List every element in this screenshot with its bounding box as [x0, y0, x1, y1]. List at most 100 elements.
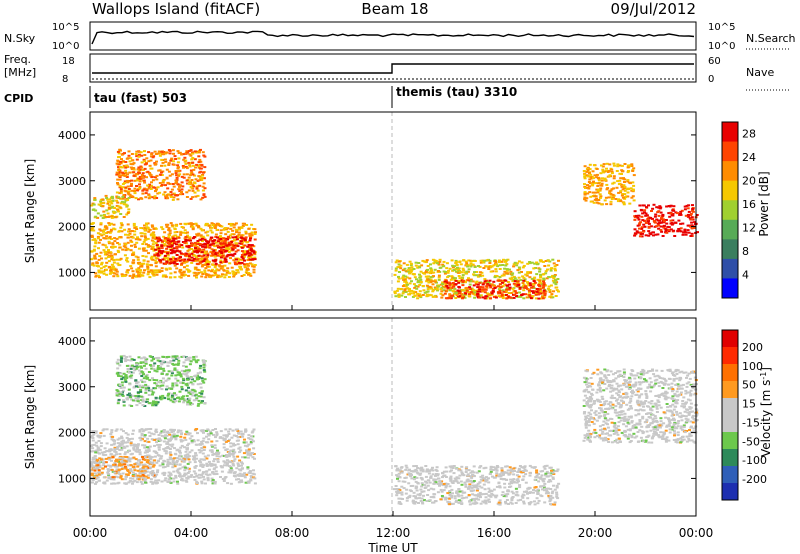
heatmap-cell-0	[170, 445, 174, 448]
heatmap-cell-4	[456, 291, 460, 294]
heatmap-cell-0	[216, 460, 220, 463]
heatmap-cell-7	[657, 210, 661, 213]
heatmap-cell-6	[591, 191, 595, 194]
heatmap-cell-1	[202, 248, 206, 251]
heatmap-cell-2	[194, 166, 198, 169]
heatmap-cell-0	[152, 481, 155, 484]
heatmap-cell-3	[101, 217, 105, 219]
heatmap-cell-1	[178, 259, 182, 262]
heatmap-cell-7	[654, 233, 658, 236]
heatmap-cell-7	[657, 224, 661, 227]
heatmap-cell-0	[102, 230, 105, 233]
heatmap-cell-0	[138, 462, 142, 465]
heatmap-cell-0	[194, 454, 197, 457]
heatmap-cell-1	[91, 478, 95, 481]
heatmap-cell-0	[128, 480, 132, 483]
heatmap-cell-2	[173, 356, 177, 359]
heatmap-cell-1	[240, 256, 244, 258]
heatmap-cell-1	[169, 249, 173, 251]
heatmap-cell-0	[246, 456, 250, 459]
heatmap-cell-0	[212, 472, 216, 475]
heatmap-cell-7	[644, 212, 648, 215]
heatmap-cell-0	[176, 468, 180, 471]
heatmap-cell-4	[544, 290, 548, 293]
heatmap-cell-6	[592, 201, 596, 204]
heatmap-cell-1	[190, 256, 194, 259]
heatmap-cell-0	[104, 252, 108, 255]
heatmap-cell-1	[95, 474, 99, 477]
heatmap-cell-4	[552, 277, 556, 280]
heatmap-cell-2	[137, 369, 141, 372]
heatmap-cell-2	[180, 388, 184, 391]
heatmap-cell-0	[171, 434, 174, 437]
heatmap-cell-2	[200, 390, 204, 393]
heatmap-cell-1	[223, 241, 227, 244]
heatmap-cell-4	[477, 265, 480, 267]
heatmap-cell-0	[224, 440, 228, 443]
heatmap-cell-0	[204, 276, 208, 279]
heatmap-cell-6	[617, 183, 621, 186]
heatmap-cell-4	[554, 279, 557, 281]
heatmap-cell-0	[236, 430, 240, 432]
heatmap-cell-0	[205, 429, 209, 432]
heatmap-cell-0	[154, 450, 157, 453]
heatmap-cell-0	[157, 446, 161, 449]
heatmap-cell-7	[679, 210, 683, 213]
heatmap-cell-2	[159, 395, 162, 398]
heatmap-cell-4	[552, 262, 556, 265]
heatmap-cell-7	[640, 215, 644, 218]
heatmap-cell-0	[228, 428, 232, 431]
heatmap-cell-2	[189, 381, 193, 384]
heatmap-cell-0	[182, 460, 186, 463]
heatmap-cell-7	[660, 230, 664, 233]
heatmap-cell-2	[137, 198, 140, 201]
heatmap-cell-0	[185, 264, 189, 267]
heatmap-cell-0	[162, 440, 166, 443]
heatmap-cell-0	[152, 234, 156, 237]
heatmap-cell-4	[521, 266, 525, 269]
heatmap-cell-0	[161, 228, 165, 231]
heatmap-cell-5	[536, 293, 540, 296]
heatmap-cell-0	[110, 266, 114, 269]
heatmap-cell-7	[671, 219, 675, 222]
heatmap-cell-2	[175, 369, 179, 372]
heatmap-cell-0	[156, 257, 160, 260]
heatmap-cell-0	[162, 235, 166, 238]
heatmap-cell-5	[479, 290, 483, 293]
heatmap-cell-0	[115, 448, 119, 450]
heatmap-cell-0	[180, 263, 183, 266]
heatmap-cell-1	[219, 256, 223, 259]
heatmap-cell-2	[125, 179, 129, 182]
heatmap-cell-1	[222, 246, 226, 248]
heatmap-cell-2	[151, 156, 155, 159]
heatmap-cell-0	[237, 226, 241, 229]
heatmap-cell-1	[129, 457, 133, 460]
heatmap-cell-6	[594, 182, 598, 185]
heatmap-cell-0	[117, 470, 121, 473]
nave-tick-bottom: 0	[708, 74, 714, 85]
heatmap-cell-0	[166, 438, 170, 441]
heatmap-cell-0	[210, 248, 214, 251]
heatmap-cell-0	[188, 236, 192, 239]
heatmap-cell-0	[253, 228, 257, 231]
heatmap-cell-4	[505, 269, 509, 272]
heatmap-cell-0	[131, 477, 135, 480]
heatmap-cell-4	[432, 275, 435, 278]
heatmap-cell-4	[439, 266, 443, 269]
heatmap-cell-0	[170, 431, 174, 434]
heatmap-cell-0	[232, 434, 236, 437]
heatmap-cell-2	[121, 186, 125, 189]
heatmap-cell-4	[504, 291, 508, 294]
heatmap-cell-0	[120, 223, 124, 226]
heatmap-cell-1	[236, 245, 240, 248]
heatmap-cell-0	[245, 263, 249, 265]
heatmap-cell-0	[163, 460, 167, 463]
heatmap-cell-0	[213, 458, 216, 461]
heatmap-cell-0	[134, 475, 138, 477]
heatmap-cell-0	[140, 482, 144, 485]
heatmap-cell-0	[206, 234, 210, 237]
heatmap-cell-1	[173, 240, 177, 243]
heatmap-cell-0	[173, 447, 176, 450]
heatmap-cell-2	[172, 163, 176, 166]
heatmap-cell-2	[177, 174, 181, 177]
